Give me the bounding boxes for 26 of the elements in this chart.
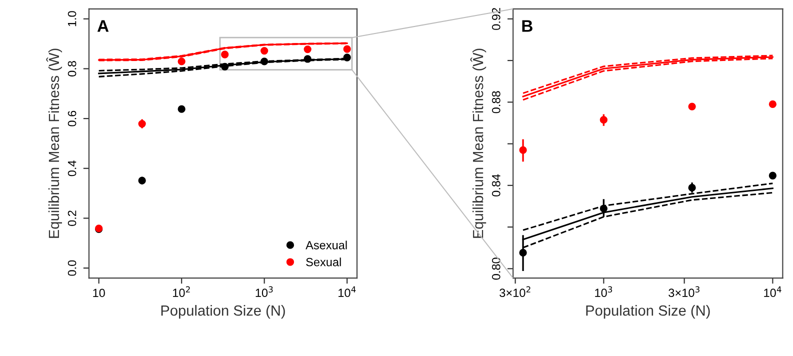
y-tick-label: 1.0	[68, 11, 76, 26]
y-tick-label: 0.8	[68, 61, 76, 76]
x-tick-label: 3×10$^{3}$	[668, 286, 700, 298]
x-axis-title: Population Size (N)	[161, 305, 285, 319]
x-tick-label: 10$^{2}$	[173, 286, 190, 298]
x-axis-title: Population Size (N)	[586, 305, 710, 319]
legend-label: Sexual	[306, 258, 341, 266]
text: A	[97, 20, 109, 32]
text: B	[522, 20, 532, 32]
y-axis-title: Equilibrium Mean Fitness (Ŵ)	[46, 48, 62, 238]
y-axis-title: Equilibrium Mean Fitness (Ŵ)	[470, 48, 486, 238]
y-tick-label: 0.2	[68, 210, 76, 226]
y-tick-label: 0.92	[492, 8, 500, 30]
y-tick-label: 0.84	[492, 174, 500, 196]
y-tick-label: 0.88	[492, 91, 500, 114]
x-tick-label: 10$^{3}$	[256, 286, 273, 298]
y-tick-label: 0.0	[68, 260, 76, 276]
x-tick-label: 3×10$^{2}$	[500, 286, 530, 298]
x-tick-label: 10	[93, 288, 105, 298]
x-tick-label: 10$^{4}$	[338, 286, 356, 298]
y-tick-label: 0.6	[68, 110, 76, 126]
y-tick-label: 0.4	[68, 160, 76, 176]
x-tick-label: 10$^{4}$	[764, 286, 782, 298]
legend-label: Asexual	[306, 240, 347, 250]
x-tick-label: 10$^{3}$	[595, 286, 612, 298]
y-tick-label: 0.80	[492, 258, 500, 280]
